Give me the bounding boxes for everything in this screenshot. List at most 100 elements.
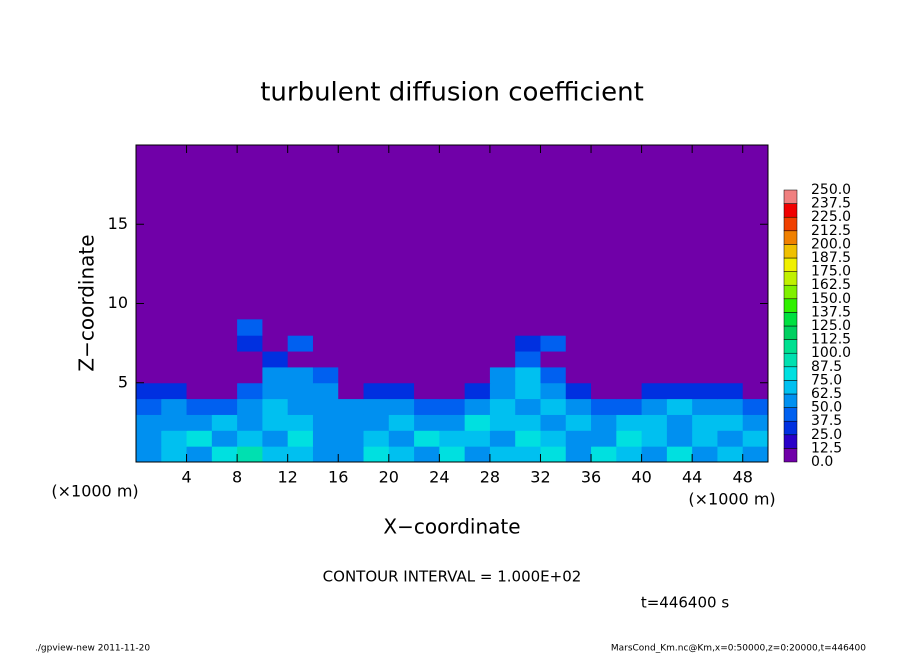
cell <box>312 398 339 415</box>
cell <box>515 382 541 400</box>
cell <box>186 398 213 415</box>
cell <box>540 335 567 352</box>
cell <box>742 335 769 352</box>
cell <box>692 446 718 463</box>
colorbar-band <box>783 257 798 272</box>
cell <box>363 430 390 447</box>
cell <box>717 382 744 400</box>
cell <box>717 366 744 384</box>
cell <box>287 414 314 431</box>
cell <box>237 446 263 463</box>
cell <box>692 319 718 336</box>
time-note: t=446400 s <box>641 594 729 612</box>
cell <box>211 430 238 447</box>
cell <box>136 446 162 463</box>
colorbar-band <box>783 284 798 300</box>
cell <box>641 446 668 463</box>
cell <box>591 446 617 463</box>
cell <box>616 430 643 447</box>
colorbar-label: 112.5 <box>811 332 851 348</box>
cell <box>414 335 440 352</box>
cell <box>388 430 415 447</box>
cell <box>515 319 541 336</box>
cell <box>591 382 617 400</box>
cell <box>692 398 718 415</box>
colorbar-band <box>783 366 798 381</box>
cell <box>439 414 466 431</box>
cell <box>237 398 263 415</box>
cell <box>161 430 188 447</box>
x-tick-label: 44 <box>682 468 702 487</box>
cell <box>186 446 213 463</box>
cell <box>287 366 314 384</box>
colorbar-label: 75.0 <box>811 372 842 388</box>
cell <box>211 351 238 368</box>
cell <box>136 366 162 384</box>
cell <box>540 382 567 400</box>
cell <box>439 335 466 352</box>
cell <box>742 366 769 384</box>
y-axis-label: Z−coordinate <box>75 234 99 371</box>
x-tick-label: 12 <box>278 468 298 487</box>
cell <box>312 335 339 352</box>
cell <box>565 335 592 352</box>
cell <box>287 382 314 400</box>
colorbar-label: 0.0 <box>811 454 833 470</box>
cell <box>161 398 188 415</box>
colorbar-band <box>783 448 798 463</box>
cell <box>641 351 668 368</box>
cell <box>666 319 693 336</box>
cell <box>338 335 365 352</box>
colorbar-band <box>783 244 798 259</box>
cell <box>489 319 516 336</box>
colorbar-label: 175.0 <box>811 264 851 280</box>
colorbar-band <box>783 380 798 395</box>
cell <box>489 398 516 415</box>
cell <box>742 351 769 368</box>
cell <box>515 446 541 463</box>
x-tick-label: 24 <box>429 468 449 487</box>
cell <box>312 446 339 463</box>
colorbar-label: 25.0 <box>811 427 842 443</box>
cell <box>211 335 238 352</box>
x-tick-label: 4 <box>181 468 191 487</box>
cell <box>161 351 188 368</box>
contour-note: CONTOUR INTERVAL = 1.000E+02 <box>323 568 582 586</box>
cell <box>161 414 188 431</box>
colorbar-band <box>783 352 798 368</box>
cell <box>186 430 213 447</box>
colorbar-label: 212.5 <box>811 223 851 239</box>
cell <box>540 430 567 447</box>
cell <box>161 382 188 400</box>
cell <box>565 398 592 415</box>
colorbar-label: 187.5 <box>811 250 851 266</box>
cell <box>414 366 440 384</box>
cell <box>262 366 289 384</box>
cell <box>287 398 314 415</box>
colorbar-label: 37.5 <box>811 413 842 429</box>
cell <box>312 430 339 447</box>
cell <box>262 398 289 415</box>
cell <box>237 319 263 336</box>
cell <box>717 446 744 463</box>
cell <box>136 382 162 400</box>
cell <box>692 351 718 368</box>
cell <box>641 414 668 431</box>
colorbar-band <box>783 189 798 204</box>
cell <box>338 430 365 447</box>
cell <box>338 446 365 463</box>
cell <box>388 446 415 463</box>
cell <box>489 366 516 384</box>
colorbar-band <box>783 339 798 354</box>
cell <box>287 446 314 463</box>
cell <box>717 430 744 447</box>
cell <box>287 430 314 447</box>
cell <box>515 414 541 431</box>
colorbar-label: 250.0 <box>811 182 851 198</box>
colorbar-label: 200.0 <box>811 236 851 252</box>
cell <box>388 319 415 336</box>
colorbar-band <box>783 203 798 218</box>
cell <box>136 335 162 352</box>
cell <box>262 430 289 447</box>
cell <box>439 319 466 336</box>
